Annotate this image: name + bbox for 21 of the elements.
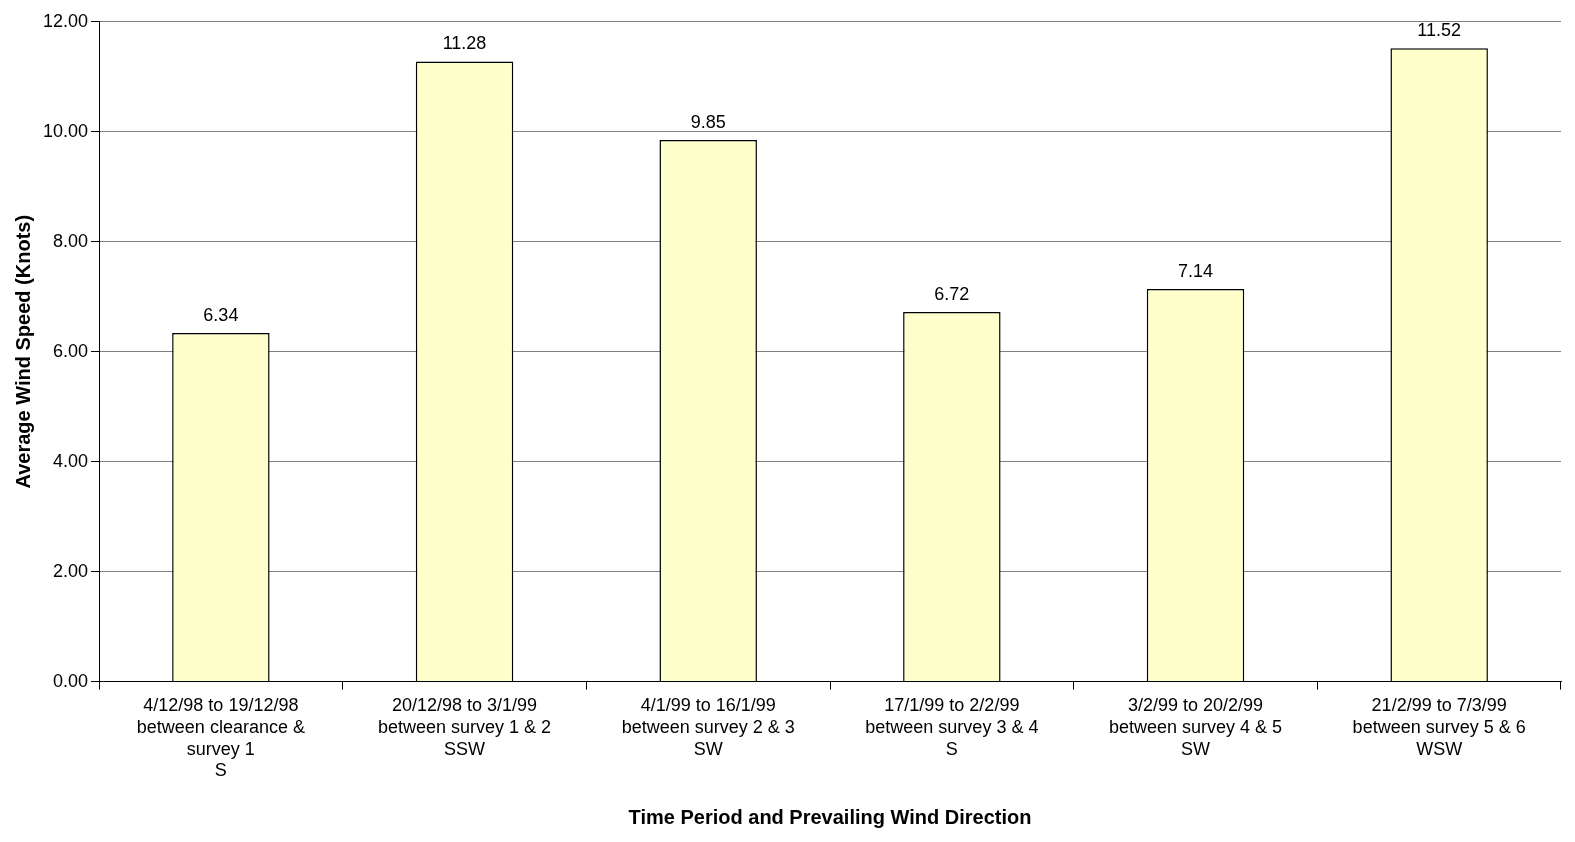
y-tick-label: 10.00 xyxy=(43,120,89,141)
data-label: 9.85 xyxy=(690,111,726,132)
x-tick-label: 4/1/99 to 16/1/99 between survey 2 & 3 SW xyxy=(621,695,795,759)
x-tick-label: 21/2/99 to 7/3/99 between survey 5 & 6 WSW xyxy=(1352,695,1526,759)
data-label: 7.14 xyxy=(1177,260,1214,281)
data-label: 11.28 xyxy=(442,33,487,54)
data-label: 6.34 xyxy=(203,304,239,325)
x-axis-title: Time Period and Prevailing Wind Direction xyxy=(628,805,1032,828)
data-label: 11.52 xyxy=(1417,20,1462,41)
y-tick-label: 2.00 xyxy=(53,560,89,581)
y-tick-label: 12.00 xyxy=(43,10,89,31)
y-tick-label: 0.00 xyxy=(53,670,89,691)
x-tick-label: 4/12/98 to 19/12/98 between clearance & survey 1 S xyxy=(136,695,305,781)
y-tick-label: 8.00 xyxy=(53,230,89,251)
data-label: 6.72 xyxy=(934,284,970,305)
y-tick-label: 4.00 xyxy=(53,450,89,471)
x-tick-label: 20/12/98 to 3/1/99 between survey 1 & 2 SSW xyxy=(377,695,552,759)
y-axis-title: Average Wind Speed (Knots) xyxy=(11,214,34,489)
x-tick-label: 3/2/99 to 20/2/99 between survey 4 & 5 SW xyxy=(1108,695,1283,759)
x-tick-label: 17/1/99 to 2/2/99 between survey 3 & 4 S xyxy=(865,695,1039,759)
y-tick-label: 6.00 xyxy=(53,340,89,361)
